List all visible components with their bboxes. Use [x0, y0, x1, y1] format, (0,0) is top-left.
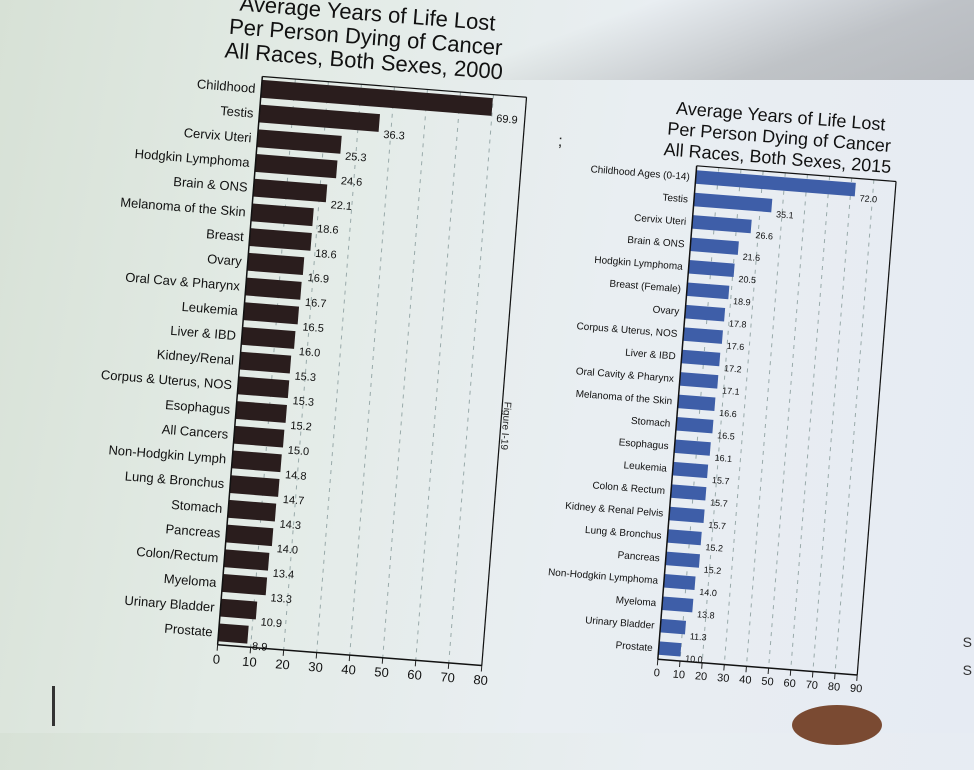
- chart-2015-category-label: Prostate: [615, 640, 653, 654]
- chart-2015-category-label: Childhood Ages (0-14): [590, 164, 690, 183]
- chart-2015-bar: [681, 350, 720, 366]
- chart-2015-value-label: 17.8: [729, 318, 747, 329]
- chart-2015-category-label: Lung & Bronchus: [585, 525, 662, 542]
- chart-2015-bar: [678, 395, 716, 411]
- chart-2015-category-label: Ovary: [652, 305, 679, 318]
- chart-2015-value-label: 11.3: [689, 631, 707, 642]
- chart-2015-value-label: 17.1: [722, 386, 740, 397]
- chart-2015-bar: [674, 439, 711, 455]
- chart-2015-bar: [686, 282, 729, 299]
- chart-2015-category-label: Stomach: [631, 416, 671, 430]
- chart-2015-tick-label: 90: [850, 682, 863, 695]
- chart-2015-tick-label: 0: [653, 667, 660, 679]
- chart-2015-value-label: 16.1: [714, 453, 732, 464]
- chart-2015-category-label: Oral Cavity & Pharynx: [575, 366, 674, 385]
- chart-2015-value-label: 15.2: [703, 565, 721, 576]
- chart-2015-bar: [658, 641, 681, 656]
- chart-2015-category-label: Brain & ONS: [627, 235, 685, 250]
- chart-2015-value-label: 35.1: [776, 209, 794, 220]
- chart-2015-tick-label: 60: [783, 677, 796, 690]
- chart-2015-category-label: Colon & Rectum: [592, 480, 665, 497]
- chart-2015-value-label: 13.8: [697, 609, 715, 620]
- chart-2015-bar: [679, 372, 718, 388]
- chart-2015-value-label: 16.6: [719, 408, 737, 419]
- chart-2015-bar: [683, 327, 723, 344]
- chart-2015-category-label: Liver & IBD: [625, 348, 676, 363]
- chart-2015-category-label: Myeloma: [615, 595, 657, 609]
- chart-2015-category-label: Testis: [662, 193, 688, 206]
- chart-2015-bar: [688, 260, 734, 277]
- chart-2015-value-label: 26.6: [755, 230, 773, 241]
- chart-2015-bar: [665, 552, 700, 568]
- chart-2015-category-label: Breast (Female): [609, 279, 681, 296]
- chart-2015-category-label: Pancreas: [617, 550, 660, 564]
- chart-2015-category-label: Melanoma of the Skin: [575, 389, 672, 408]
- chart-2015-value-label: 72.0: [859, 193, 877, 204]
- edge-letter-1: S: [963, 634, 972, 650]
- chart-2015-value-label: 18.9: [733, 296, 751, 307]
- chart-2015-category-label: Leukemia: [623, 460, 668, 474]
- chart-2015-tick-label: 20: [694, 670, 707, 683]
- audience-head-silhouette: [792, 705, 882, 745]
- chart-2015-tick-label: 30: [717, 672, 730, 685]
- chart-2015-bar: [671, 484, 707, 500]
- chart-2015-tick-label: 10: [672, 669, 685, 682]
- chart-2015-tick-label: 50: [761, 676, 774, 689]
- chart-2015-value-label: 17.6: [726, 341, 744, 352]
- chart-2015-x-axis: [658, 659, 857, 675]
- screen-edge-mark: [52, 686, 55, 726]
- chart-2015-category-label: Kidney & Renal Pelvis: [565, 501, 664, 520]
- chart-2015-gridline: [791, 176, 830, 669]
- chart-2015-bar: [692, 215, 752, 233]
- chart-2015-category-label: Urinary Bladder: [585, 615, 656, 631]
- chart-2015-tick-label: 80: [827, 681, 840, 694]
- chart-2015-category-label: Non-Hodgkin Lymphoma: [548, 567, 659, 587]
- chart-2015-bar: [693, 193, 772, 213]
- chart-2015-category-label: Corpus & Uterus, NOS: [576, 321, 678, 340]
- chart-2015-value-label: 15.7: [710, 497, 728, 508]
- chart-2015-bar: [672, 462, 708, 478]
- chart-2015-tick-label: 70: [805, 679, 818, 692]
- chart-2015-value-label: 20.5: [738, 274, 756, 285]
- chart-2015-gridline: [746, 173, 785, 666]
- chart-2015-bar: [690, 238, 739, 255]
- chart-2015-bar: [695, 170, 856, 196]
- chart-2015-gridline: [835, 180, 874, 673]
- chart-2015-category-label: Cervix Uteri: [634, 213, 687, 228]
- chart-2015-gridline: [813, 178, 852, 671]
- chart-2015-bar: [660, 619, 686, 634]
- chart-2015-tick-label: 40: [739, 674, 752, 687]
- chart-2015-value-label: 16.5: [717, 430, 735, 441]
- chart-2015-value-label: 21.6: [742, 252, 760, 263]
- chart-2015-bar: [662, 596, 694, 612]
- chart-2015-value-label: 15.7: [712, 475, 730, 486]
- chart-2015-category-label: Hodgkin Lymphoma: [594, 255, 684, 273]
- chart-2015-gridline: [769, 175, 808, 668]
- edge-letter-2: S: [963, 662, 972, 678]
- chart-2015-value-label: 14.0: [699, 587, 717, 598]
- chart-2015-right-frame: [857, 182, 896, 675]
- chart-2015-bar: [663, 574, 695, 590]
- chart-2015-bar: [676, 417, 714, 433]
- chart-2015-bar: [669, 507, 705, 523]
- chart-2015-value-label: 15.7: [708, 520, 726, 531]
- chart-2015-value-label: 15.2: [705, 542, 723, 553]
- chart-2015-value-label: 17.2: [724, 363, 742, 374]
- chart-2015-bar: [667, 529, 702, 545]
- chart-2015-category-label: Esophagus: [618, 437, 669, 452]
- chart-2015-bar: [685, 305, 725, 322]
